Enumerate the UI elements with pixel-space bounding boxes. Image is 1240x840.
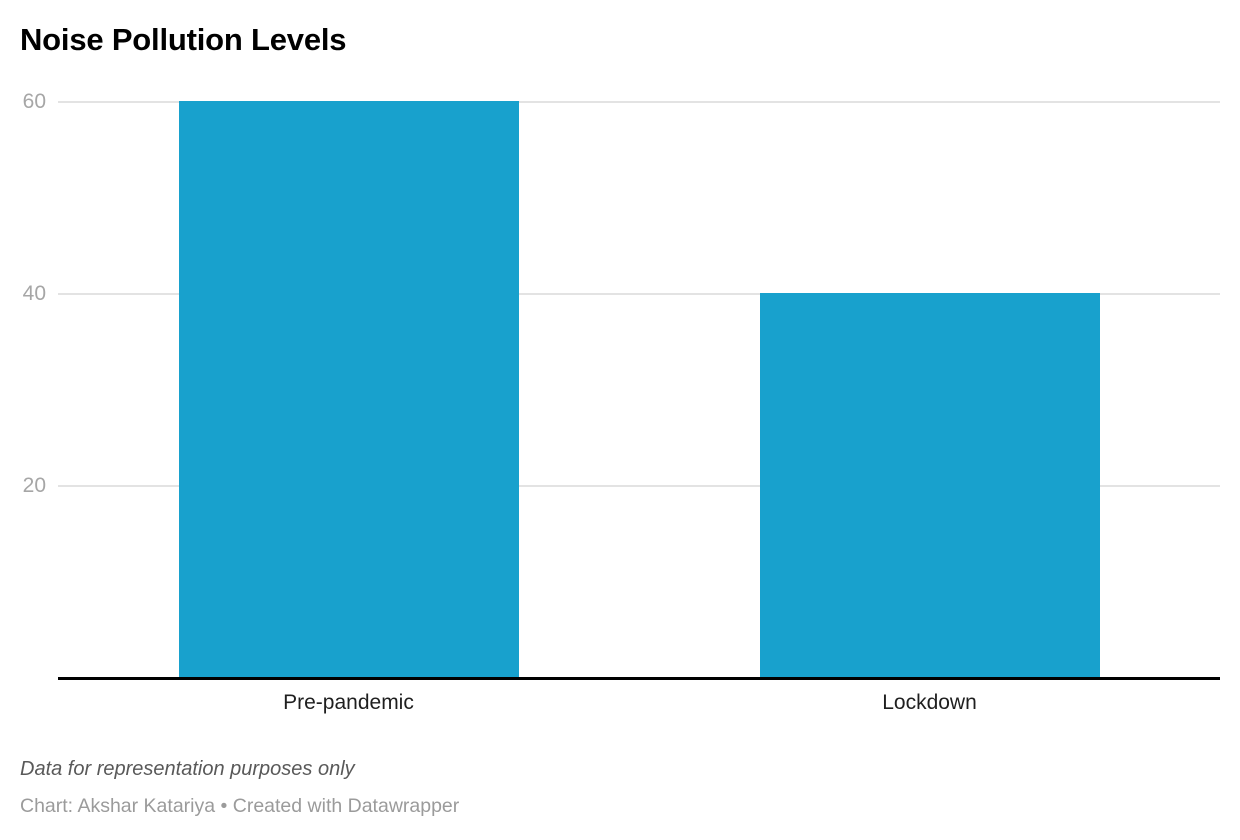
gridline	[58, 293, 1220, 295]
chart-byline: Chart: Akshar Katariya • Created with Da…	[20, 795, 460, 817]
y-tick-label: 60	[22, 90, 46, 113]
x-category-label: Lockdown	[882, 691, 977, 714]
chart-note: Data for representation purposes only	[20, 758, 355, 780]
gridline	[58, 485, 1220, 487]
bar-lockdown	[759, 293, 1100, 677]
gridline	[58, 101, 1220, 103]
x-axis-line	[58, 677, 1220, 680]
bar-pre-pandemic	[178, 101, 519, 677]
plot-area	[58, 101, 1220, 680]
y-tick-label: 20	[22, 474, 46, 497]
chart-title: Noise Pollution Levels	[20, 22, 347, 57]
y-tick-label: 40	[22, 282, 46, 305]
x-category-label: Pre-pandemic	[283, 691, 414, 714]
